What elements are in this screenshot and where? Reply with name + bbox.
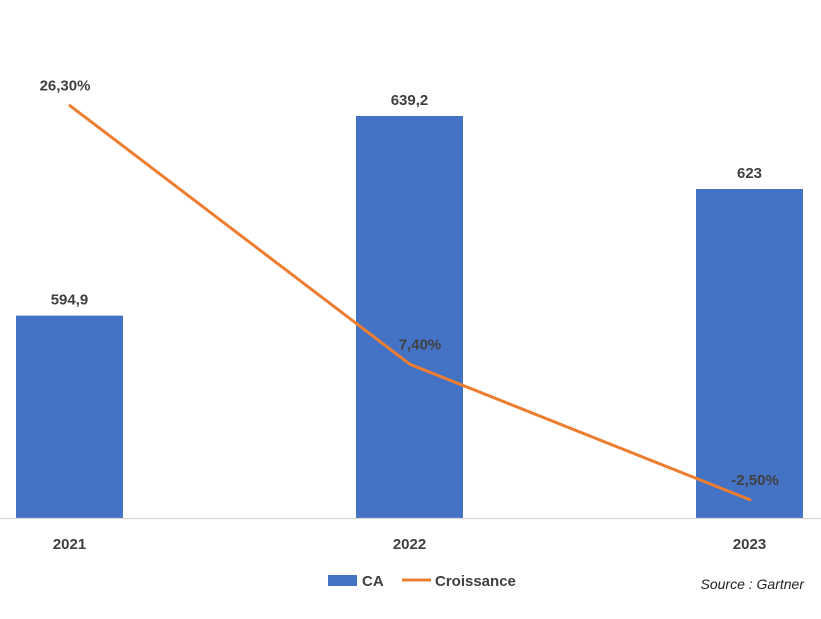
bar-ca-2023 bbox=[696, 189, 803, 518]
legend-swatch-ca bbox=[328, 575, 357, 586]
data-label-croissance-2022: 7,40% bbox=[399, 336, 442, 353]
data-label-ca-2021: 594,9 bbox=[51, 292, 89, 309]
data-label-ca-2023: 623 bbox=[737, 165, 762, 182]
legend-label-ca: CA bbox=[362, 573, 384, 590]
x-tick-label-2021: 2021 bbox=[53, 536, 86, 553]
data-label-croissance-2021: 26,30% bbox=[40, 78, 91, 95]
data-label-croissance-2023: -2,50% bbox=[731, 472, 779, 489]
bar-ca-2021 bbox=[16, 316, 123, 518]
x-tick-labels: 2021 2022 2023 bbox=[53, 536, 766, 553]
source-note: Source : Gartner bbox=[701, 576, 806, 592]
bars-layer bbox=[16, 116, 803, 518]
x-tick-label-2022: 2022 bbox=[393, 536, 426, 553]
x-tick-label-2023: 2023 bbox=[733, 536, 766, 553]
legend-label-croissance: Croissance bbox=[435, 573, 516, 590]
bar-ca-2022 bbox=[356, 116, 463, 518]
data-label-ca-2022: 639,2 bbox=[391, 92, 429, 109]
legend: CA Croissance bbox=[328, 573, 516, 590]
